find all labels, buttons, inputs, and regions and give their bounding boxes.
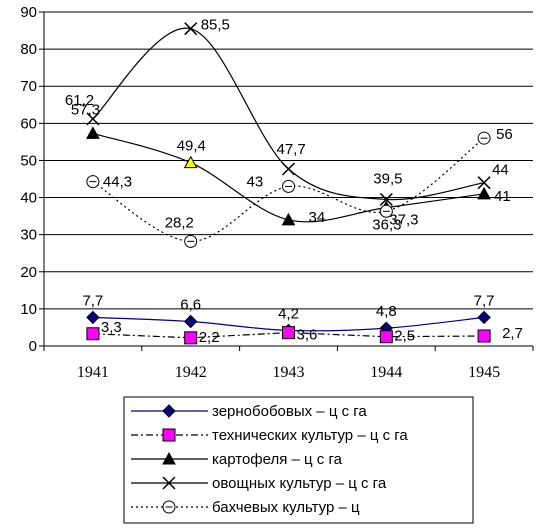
data-label-grain: 4,8 [376, 303, 397, 320]
data-point-melon [282, 179, 295, 193]
data-point-tech [477, 329, 491, 343]
data-label-tech: 3,3 [101, 319, 122, 336]
data-label-grain: 7,7 [82, 292, 103, 309]
data-label-tech: 3,6 [297, 327, 318, 344]
y-tick-label: 20 [20, 264, 37, 281]
data-point-tech [86, 327, 100, 341]
data-label-veg: 61,2 [65, 92, 94, 109]
data-label-melon: 28,2 [165, 214, 194, 231]
y-tick-label: 30 [20, 227, 37, 244]
data-label-grain: 7,7 [474, 292, 495, 309]
data-label-potato: 57,3 [71, 101, 100, 118]
data-label-potato: 49,4 [177, 138, 206, 155]
data-label-veg: 85,5 [201, 17, 230, 34]
data-label-potato: 34 [309, 209, 326, 226]
data-label-tech: 2,7 [502, 325, 523, 342]
y-tick-label: 50 [20, 152, 37, 169]
legend-marker-potato [162, 451, 176, 465]
x-tick-label: 1941 [77, 364, 109, 381]
data-point-melon [477, 131, 491, 145]
data-point-veg [379, 192, 393, 206]
data-point-grain [477, 310, 491, 325]
data-point-veg [477, 176, 491, 190]
data-point-tech [379, 330, 393, 344]
y-tick-label: 90 [20, 4, 37, 21]
legend-marker-melon [162, 500, 176, 514]
legend-label-tech: технических культур – ц с га [212, 427, 408, 444]
legend-label-melon: бахчевых культур – ц [212, 499, 360, 516]
legend-marker-tech [162, 428, 176, 442]
data-label-grain: 4,2 [278, 305, 299, 322]
data-label-melon: 36,3 [372, 216, 401, 233]
data-label-tech: 2,5 [394, 328, 415, 345]
data-point-veg [281, 162, 296, 176]
data-point-veg [184, 22, 198, 36]
data-label-veg: 47,7 [277, 141, 306, 158]
y-tick-label: 40 [20, 190, 37, 207]
y-tick-label: 70 [20, 78, 37, 95]
x-tick-label: 1944 [370, 364, 402, 381]
data-label-melon: 44,3 [103, 174, 132, 191]
series-line-veg [92, 27, 485, 201]
data-point-tech [282, 326, 295, 340]
data-label-tech: 2,2 [199, 329, 220, 346]
y-tick-label: 10 [20, 301, 37, 318]
data-point-grain [183, 314, 198, 329]
y-tick-label: 80 [20, 41, 37, 58]
legend-box [123, 396, 474, 524]
series-layer [86, 22, 491, 345]
data-label-melon: 56 [496, 126, 513, 143]
data-point-potato [183, 155, 198, 169]
data-point-potato [281, 212, 296, 226]
grid [44, 11, 533, 347]
legend: зернобобовых – ц с га технических культур… [123, 396, 474, 524]
data-label-veg: 39,5 [373, 170, 402, 187]
data-label-grain: 6,6 [180, 297, 201, 314]
x-tick-label: 1942 [175, 364, 207, 381]
legend-label-grain: зернобобовых – ц с га [212, 403, 367, 420]
y-tick-label: 0 [29, 338, 37, 355]
axes: 0 10 20 30 40 50 60 70 80 90 1941 1942 1943 1944 1945 [20, 4, 534, 381]
data-point-potato [86, 126, 100, 139]
x-tick-label: 1943 [273, 364, 305, 381]
legend-label-potato: картофеля – ц с га [212, 451, 343, 468]
legend-label-veg: овощных культур – ц с га [212, 475, 387, 492]
y-tick-label: 60 [20, 115, 37, 132]
legend-marker-veg [162, 476, 176, 490]
data-point-melon [379, 204, 393, 218]
x-tick-label: 1945 [468, 364, 500, 381]
data-point-potato [477, 186, 491, 200]
data-label-melon: 43 [247, 173, 264, 190]
data-labels: 7,7 6,6 4,2 4,8 7,7 3,3 2,2 3,6 2,5 2,7 57,3 49,4 34… [65, 17, 523, 346]
data-point-grain [86, 310, 100, 325]
data-label-veg: 44 [492, 162, 509, 179]
data-point-melon [86, 175, 100, 189]
data-point-veg [86, 112, 100, 126]
data-point-tech [184, 331, 198, 345]
data-label-potato: 41 [494, 188, 511, 205]
data-label-potato: 37,3 [389, 212, 418, 229]
data-point-melon [184, 234, 198, 248]
legend-marker-grain [162, 404, 176, 418]
